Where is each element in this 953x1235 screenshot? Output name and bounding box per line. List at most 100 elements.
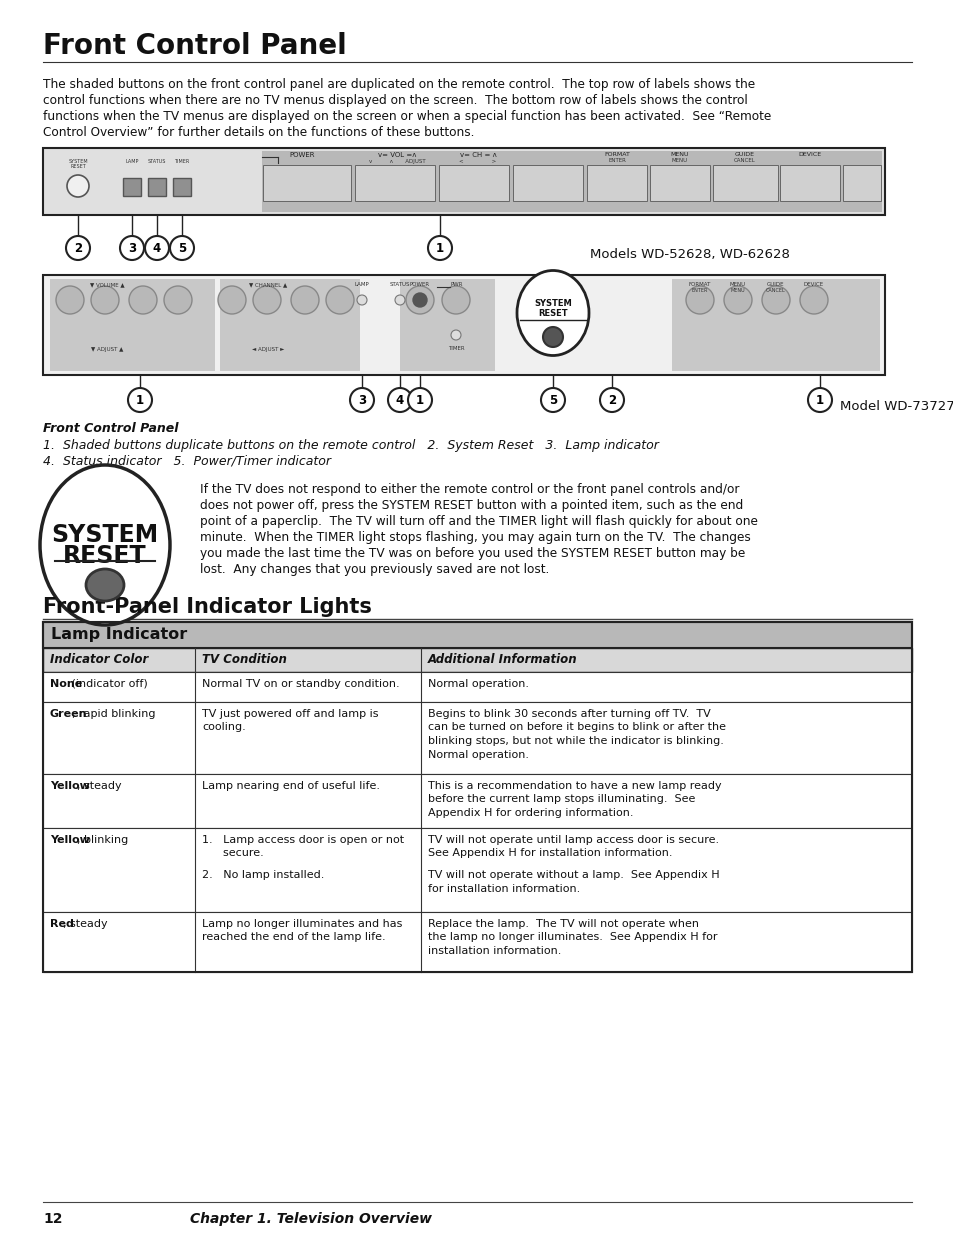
Text: TIMER: TIMER	[174, 159, 190, 164]
Text: for installation information.: for installation information.	[428, 883, 579, 894]
Text: 1: 1	[135, 394, 144, 406]
Text: Green: Green	[50, 709, 88, 719]
Text: 2: 2	[74, 242, 82, 254]
Circle shape	[441, 287, 470, 314]
Circle shape	[540, 388, 564, 412]
Text: ▼ ADJUST ▲: ▼ ADJUST ▲	[91, 347, 123, 352]
Text: RESET: RESET	[537, 309, 567, 317]
Text: Lamp nearing end of useful life.: Lamp nearing end of useful life.	[202, 781, 379, 790]
Text: control functions when there are no TV menus displayed on the screen.  The botto: control functions when there are no TV m…	[43, 94, 747, 107]
Circle shape	[129, 287, 157, 314]
Text: RESET: RESET	[63, 543, 147, 568]
Bar	[43, 827, 911, 911]
Circle shape	[408, 388, 432, 412]
Circle shape	[800, 287, 827, 314]
Circle shape	[66, 236, 90, 261]
Text: MENU: MENU	[670, 152, 688, 157]
Bar	[586, 165, 646, 201]
Circle shape	[428, 236, 452, 261]
Bar	[43, 648, 911, 672]
Text: functions when the TV menus are displayed on the screen or when a special functi: functions when the TV menus are displaye…	[43, 110, 770, 124]
Text: Normal TV on or standby condition.: Normal TV on or standby condition.	[202, 679, 399, 689]
Text: DEVICE: DEVICE	[798, 152, 821, 157]
Bar	[50, 279, 214, 370]
Text: GUIDE: GUIDE	[766, 282, 784, 287]
Bar	[43, 148, 884, 215]
Text: <                >: < >	[459, 159, 497, 164]
Text: , steady: , steady	[77, 781, 121, 790]
Text: v= CH = ʌ: v= CH = ʌ	[459, 152, 496, 158]
Text: blinking stops, but not while the indicator is blinking.: blinking stops, but not while the indica…	[428, 736, 723, 746]
Text: minute.  When the TIMER light stops flashing, you may again turn on the TV.  The: minute. When the TIMER light stops flash…	[200, 531, 750, 543]
Text: None: None	[50, 679, 82, 689]
Text: TIMER: TIMER	[447, 346, 464, 351]
Text: 1: 1	[815, 394, 823, 406]
Circle shape	[356, 295, 367, 305]
Text: TV Condition: TV Condition	[202, 653, 287, 666]
Bar	[712, 165, 778, 201]
Circle shape	[395, 295, 405, 305]
Bar	[513, 165, 582, 201]
Text: TV will not operate without a lamp.  See Appendix H: TV will not operate without a lamp. See …	[428, 871, 719, 881]
Bar	[172, 178, 191, 196]
Circle shape	[56, 287, 84, 314]
Text: v= VOL =ʌ: v= VOL =ʌ	[377, 152, 416, 158]
Text: SYSTEM: SYSTEM	[534, 299, 571, 308]
Text: Lamp Indicator: Lamp Indicator	[51, 627, 187, 642]
Text: See Appendix H for installation information.: See Appendix H for installation informat…	[428, 848, 672, 858]
Text: RESET: RESET	[71, 164, 86, 169]
Circle shape	[599, 388, 623, 412]
Bar	[262, 151, 882, 212]
Text: ENTER: ENTER	[607, 158, 625, 163]
Text: , blinking: , blinking	[77, 835, 128, 845]
Text: If the TV does not respond to either the remote control or the front panel contr: If the TV does not respond to either the…	[200, 483, 739, 496]
Bar	[43, 672, 911, 701]
Text: ▼ VOLUME ▲: ▼ VOLUME ▲	[90, 282, 124, 287]
Text: lost.  Any changes that you previously saved are not lost.: lost. Any changes that you previously sa…	[200, 563, 549, 576]
Text: Appendix H for ordering information.: Appendix H for ordering information.	[428, 808, 633, 818]
Bar	[438, 165, 509, 201]
Text: reached the end of the lamp life.: reached the end of the lamp life.	[202, 932, 385, 942]
Text: SYSTEM: SYSTEM	[68, 159, 88, 164]
Bar	[43, 911, 911, 972]
Text: Models WD-52628, WD-62628: Models WD-52628, WD-62628	[589, 248, 789, 261]
Text: PWR: PWR	[450, 282, 463, 287]
Bar	[43, 774, 911, 827]
Bar	[399, 279, 495, 370]
Text: DEVICE: DEVICE	[803, 282, 823, 287]
Text: cooling.: cooling.	[202, 722, 246, 732]
Circle shape	[350, 388, 374, 412]
Text: STATUS: STATUS	[148, 159, 166, 164]
Text: CANCEL: CANCEL	[734, 158, 755, 163]
Bar	[220, 279, 359, 370]
Circle shape	[128, 388, 152, 412]
Text: 1: 1	[416, 394, 424, 406]
Text: point of a paperclip.  The TV will turn off and the TIMER light will flash quick: point of a paperclip. The TV will turn o…	[200, 515, 757, 529]
Text: This is a recommendation to have a new lamp ready: This is a recommendation to have a new l…	[428, 781, 720, 790]
Circle shape	[388, 388, 412, 412]
Text: Red: Red	[50, 919, 73, 929]
Text: Additional Information: Additional Information	[428, 653, 577, 666]
Text: 1.  Shaded buttons duplicate buttons on the remote control   2.  System Reset   : 1. Shaded buttons duplicate buttons on t…	[43, 438, 659, 452]
Bar	[649, 165, 709, 201]
Text: 12: 12	[43, 1212, 63, 1226]
Text: 3: 3	[128, 242, 136, 254]
Text: Normal operation.: Normal operation.	[428, 679, 529, 689]
Bar	[263, 165, 351, 201]
Circle shape	[164, 287, 192, 314]
Text: 1: 1	[436, 242, 443, 254]
Circle shape	[723, 287, 751, 314]
Bar	[43, 622, 911, 972]
Text: Yellow: Yellow	[50, 781, 90, 790]
Circle shape	[542, 327, 562, 347]
Text: 5: 5	[548, 394, 557, 406]
Text: MENU: MENU	[730, 288, 744, 293]
Text: LAMP: LAMP	[355, 282, 369, 287]
Text: Front-Panel Indicator Lights: Front-Panel Indicator Lights	[43, 597, 372, 618]
Bar	[43, 622, 911, 648]
Text: Replace the lamp.  The TV will not operate when: Replace the lamp. The TV will not operat…	[428, 919, 699, 929]
Text: Front Control Panel: Front Control Panel	[43, 32, 346, 61]
Circle shape	[120, 236, 144, 261]
Text: the lamp no longer illuminates.  See Appendix H for: the lamp no longer illuminates. See Appe…	[428, 932, 717, 942]
Text: , steady: , steady	[63, 919, 108, 929]
